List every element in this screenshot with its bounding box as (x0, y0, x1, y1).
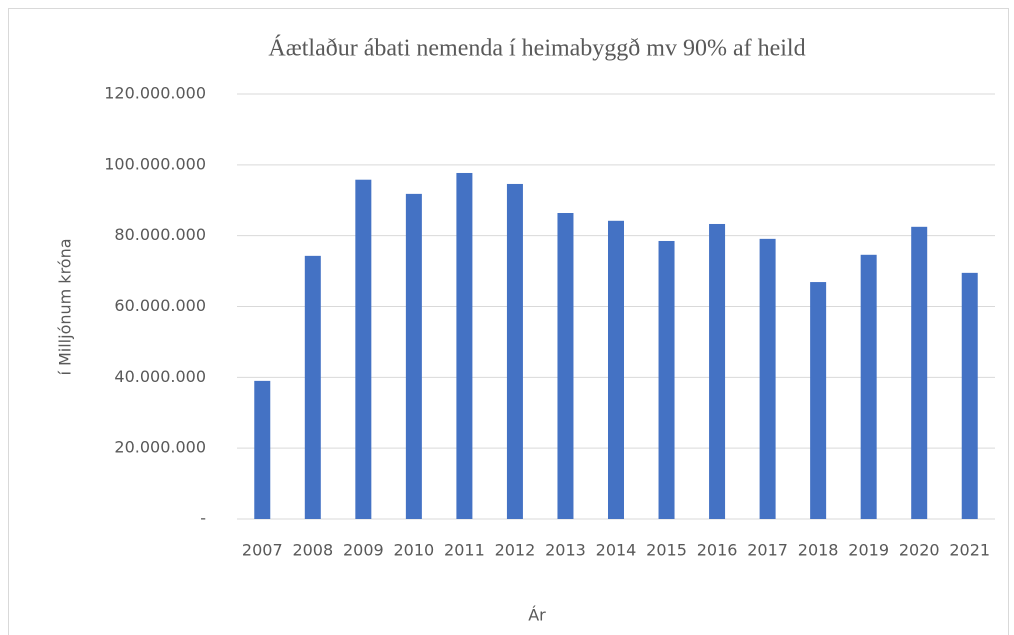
x-tick-label: 2009 (343, 541, 384, 560)
bar (254, 380, 271, 519)
bar (405, 193, 422, 519)
bar (658, 240, 675, 519)
bar (456, 172, 473, 519)
x-tick-label: 2013 (545, 541, 586, 560)
x-tick-label: 2015 (646, 541, 687, 560)
x-tick-label: 2020 (899, 541, 940, 560)
x-tick-label: 2012 (495, 541, 536, 560)
x-tick-label: 2010 (394, 541, 435, 560)
x-tick-label: 2021 (949, 541, 990, 560)
y-tick-label: 100.000.000 (104, 154, 206, 173)
y-tick-label: 60.000.000 (114, 296, 206, 315)
bar (759, 238, 776, 519)
bar (911, 226, 928, 519)
x-tick-label: 2016 (697, 541, 738, 560)
x-axis-title: Ár (528, 606, 546, 625)
bar (557, 213, 574, 519)
bar (506, 183, 523, 520)
x-tick-label: 2008 (292, 541, 333, 560)
y-tick-label: 40.000.000 (114, 367, 206, 386)
x-tick-label: 2019 (848, 541, 889, 560)
bar (355, 179, 372, 520)
y-tick-label: 80.000.000 (114, 225, 206, 244)
x-tick-label: 2017 (747, 541, 788, 560)
chart-title: Áætlaður ábati nemenda í heimabyggð mv 9… (268, 36, 805, 62)
bar (860, 254, 877, 519)
x-tick-label: 2011 (444, 541, 485, 560)
x-tick-label: 2018 (798, 541, 839, 560)
bar (304, 255, 321, 519)
bar (961, 272, 978, 519)
x-tick-label: 2007 (242, 541, 283, 560)
y-tick-label: 20.000.000 (114, 438, 206, 457)
y-axis-title: í Milljónum króna (56, 238, 75, 375)
bar (608, 220, 624, 519)
x-tick-label: 2014 (596, 541, 637, 560)
bar (709, 223, 726, 519)
y-tick-label: - (200, 509, 206, 528)
y-tick-label: 120.000.000 (104, 84, 206, 103)
bar (810, 282, 827, 519)
